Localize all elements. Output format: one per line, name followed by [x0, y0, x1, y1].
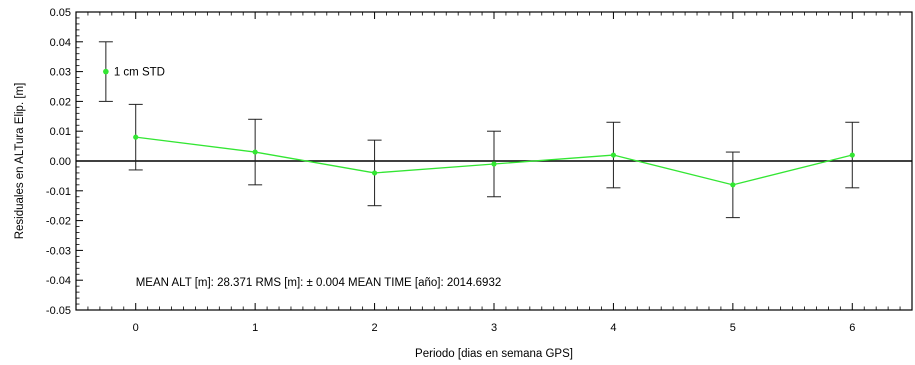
- data-point: [252, 149, 258, 155]
- y-tick-label: 0.01: [50, 126, 71, 138]
- data-point: [133, 134, 139, 140]
- x-tick-label: 3: [491, 322, 497, 334]
- x-tick-label: 1: [252, 322, 258, 334]
- data-point: [849, 152, 855, 158]
- legend-label: 1 cm STD: [114, 67, 165, 79]
- y-tick-label: 0.00: [50, 156, 71, 168]
- y-tick-label: 0.04: [50, 37, 71, 49]
- y-tick-label: 0.03: [50, 67, 71, 79]
- legend-marker: [103, 68, 109, 75]
- x-tick-label: 4: [610, 322, 616, 334]
- x-tick-label: 5: [730, 322, 736, 334]
- stats-annotation: MEAN ALT [m]: 28.371 RMS [m]: ± 0.004 ME…: [136, 277, 502, 289]
- x-tick-label: 0: [133, 322, 139, 334]
- y-tick-label: -0.01: [46, 186, 71, 198]
- y-tick-label: -0.04: [46, 275, 71, 287]
- x-tick-label: 6: [849, 322, 855, 334]
- y-axis-title: Residuales en ALTura Elip. [m]: [14, 83, 26, 240]
- x-tick-label: 2: [372, 322, 378, 334]
- data-point: [730, 182, 736, 188]
- y-tick-label: 0.05: [50, 7, 71, 19]
- y-tick-label: -0.03: [46, 245, 71, 257]
- data-point: [491, 161, 497, 167]
- y-tick-label: -0.05: [46, 305, 71, 317]
- y-tick-label: -0.02: [46, 216, 71, 228]
- x-axis-title: Periodo [dias en semana GPS]: [415, 348, 573, 360]
- data-point: [371, 170, 378, 176]
- y-tick-label: 0.02: [50, 96, 71, 108]
- data-point: [610, 152, 617, 158]
